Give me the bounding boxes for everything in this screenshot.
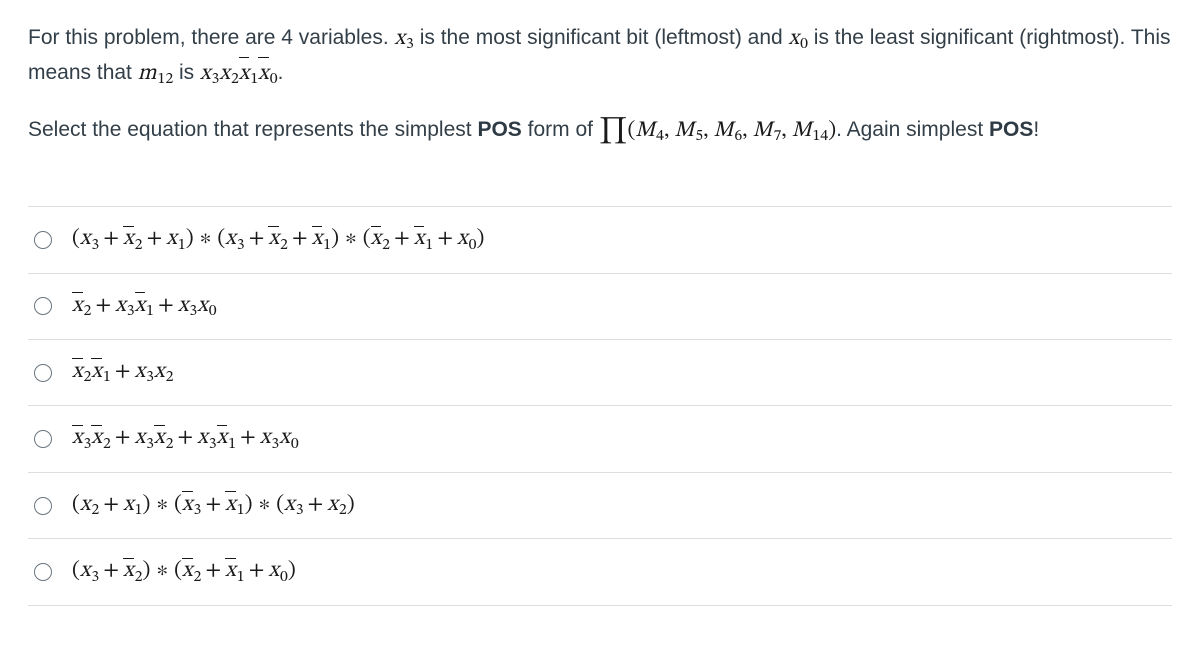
prompt-product: ∏(M4, M5, M6, M7, M14) <box>599 120 836 142</box>
intro-part2: is the most significant bit (leftmost) a… <box>414 26 789 49</box>
prompt-part4: ! <box>1033 118 1039 141</box>
options-list: (x3+x2+x1)∗(x3+x2+x1)∗(x2+x1+x0) x2+x3x1… <box>28 206 1172 606</box>
option-radio[interactable] <box>34 563 52 581</box>
intro-part5: . <box>278 61 284 84</box>
prompt-part3: . Again simplest <box>836 118 989 141</box>
option-radio[interactable] <box>34 430 52 448</box>
intro-text: For this problem, there are 4 variables.… <box>28 22 1172 92</box>
option-expression: x3x2+x3x2+x3x1+x3x0 <box>72 424 299 453</box>
prompt-part2: form of <box>522 118 599 141</box>
prompt-text: Select the equation that represents the … <box>28 112 1172 151</box>
answer-option[interactable]: (x3+x2)∗(x2+x1+x0) <box>28 539 1172 605</box>
prompt-pos1: POS <box>477 118 521 141</box>
prompt-part1: Select the equation that represents the … <box>28 118 477 141</box>
answer-option[interactable]: (x2+x1)∗(x3+x1)∗(x3+x2) <box>28 473 1172 539</box>
option-radio[interactable] <box>34 297 52 315</box>
question-container: For this problem, there are 4 variables.… <box>0 0 1200 606</box>
option-expression: x2+x3x1+x3x0 <box>72 292 217 321</box>
intro-x3: x3 <box>395 28 414 50</box>
option-radio[interactable] <box>34 497 52 515</box>
option-expression: (x3+x2)∗(x2+x1+x0) <box>72 557 296 586</box>
option-radio[interactable] <box>34 364 52 382</box>
answer-option[interactable]: x3x2+x3x2+x3x1+x3x0 <box>28 406 1172 472</box>
option-expression: (x2+x1)∗(x3+x1)∗(x3+x2) <box>72 491 355 520</box>
option-radio[interactable] <box>34 231 52 249</box>
answer-option[interactable]: (x3+x2+x1)∗(x3+x2+x1)∗(x2+x1+x0) <box>28 207 1172 273</box>
intro-m12-expr: x3x2x1x0 <box>200 63 278 85</box>
prompt-pos2: POS <box>989 118 1033 141</box>
intro-m12: m12 <box>138 63 173 85</box>
option-expression: (x3+x2+x1)∗(x3+x2+x1)∗(x2+x1+x0) <box>72 225 484 254</box>
intro-part4: is <box>173 61 200 84</box>
answer-option[interactable]: x2x1+x3x2 <box>28 340 1172 406</box>
intro-part1: For this problem, there are 4 variables. <box>28 26 395 49</box>
option-expression: x2x1+x3x2 <box>72 358 173 387</box>
intro-x0: x0 <box>789 28 808 50</box>
answer-option[interactable]: x2+x3x1+x3x0 <box>28 274 1172 340</box>
